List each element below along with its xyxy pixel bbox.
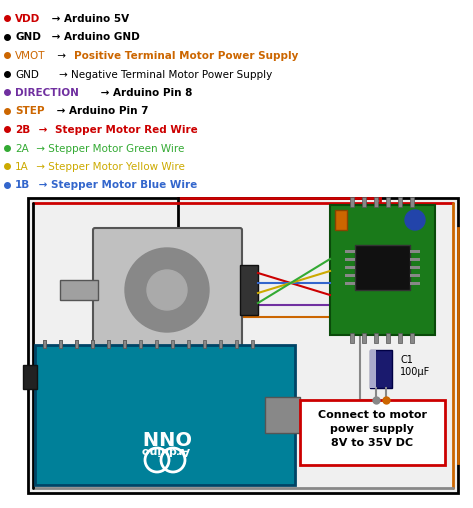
FancyBboxPatch shape <box>300 400 445 465</box>
Bar <box>35 345 295 485</box>
Bar <box>43 340 46 348</box>
FancyBboxPatch shape <box>93 228 242 352</box>
Bar <box>219 340 222 348</box>
Circle shape <box>147 270 187 310</box>
Text: ONN: ONN <box>140 426 190 444</box>
Bar <box>59 340 62 348</box>
Bar <box>91 340 94 348</box>
Bar <box>398 333 402 343</box>
Bar <box>370 350 392 388</box>
Bar <box>386 197 390 207</box>
Text: → Stepper Motor Green Wire: → Stepper Motor Green Wire <box>33 143 184 153</box>
Bar <box>23 365 37 389</box>
Text: DIRECTION: DIRECTION <box>15 88 79 98</box>
Text: →: → <box>54 51 70 61</box>
Bar <box>43 340 46 348</box>
Text: Arduino: Arduino <box>140 445 190 455</box>
Bar <box>398 197 402 207</box>
Text: → Arduino Pin 8: → Arduino Pin 8 <box>97 88 193 98</box>
Text: 2B: 2B <box>15 125 30 135</box>
Bar <box>350 333 354 343</box>
Text: GND: GND <box>15 70 39 79</box>
Text: 1B: 1B <box>15 180 30 190</box>
Text: 1A: 1A <box>15 162 29 172</box>
Bar <box>91 340 94 348</box>
Text: → Negative Terminal Motor Power Supply: → Negative Terminal Motor Power Supply <box>46 70 272 79</box>
Text: Positive Terminal Motor Power Supply: Positive Terminal Motor Power Supply <box>74 51 298 61</box>
Bar <box>251 340 254 348</box>
Bar <box>350 197 354 207</box>
Bar <box>362 333 366 343</box>
Bar <box>107 340 110 348</box>
Bar <box>155 340 158 348</box>
Bar <box>59 340 62 348</box>
Text: VDD: VDD <box>15 14 40 24</box>
Bar <box>345 282 355 285</box>
Bar <box>410 274 420 277</box>
Bar <box>345 258 355 261</box>
Bar <box>28 198 458 493</box>
Text: GND: GND <box>15 33 41 43</box>
Text: → Arduino GND: → Arduino GND <box>48 33 140 43</box>
Bar <box>370 350 376 388</box>
Bar <box>139 340 142 348</box>
Bar <box>123 340 126 348</box>
Bar <box>362 197 366 207</box>
Bar <box>410 282 420 285</box>
Text: → Arduino Pin 7: → Arduino Pin 7 <box>53 107 149 116</box>
Text: → Stepper Motor Blue Wire: → Stepper Motor Blue Wire <box>35 180 197 190</box>
Bar <box>265 397 300 433</box>
Text: →: → <box>35 125 51 135</box>
Text: Connect to motor
power supply
8V to 35V DC: Connect to motor power supply 8V to 35V … <box>317 410 427 448</box>
Bar <box>345 250 355 253</box>
Bar <box>60 280 98 300</box>
Bar <box>203 340 206 348</box>
Bar <box>335 210 347 230</box>
Bar <box>240 265 258 315</box>
Text: → Stepper Motor Yellow Wire: → Stepper Motor Yellow Wire <box>33 162 184 172</box>
Text: → Arduino 5V: → Arduino 5V <box>48 14 129 24</box>
Circle shape <box>125 248 209 332</box>
Bar <box>410 250 420 253</box>
Bar <box>410 266 420 269</box>
Bar <box>410 197 414 207</box>
Text: C1
100μF: C1 100μF <box>400 355 430 376</box>
Text: 2A: 2A <box>15 143 29 153</box>
Bar <box>187 340 190 348</box>
Bar <box>123 340 126 348</box>
Bar <box>330 205 435 335</box>
Circle shape <box>405 210 425 230</box>
Bar <box>235 340 238 348</box>
Bar <box>171 340 174 348</box>
Text: VMOT: VMOT <box>15 51 45 61</box>
Bar <box>355 245 410 290</box>
Bar <box>374 333 378 343</box>
Bar <box>410 258 420 261</box>
Bar <box>345 274 355 277</box>
Bar <box>75 340 78 348</box>
Bar <box>75 340 78 348</box>
Bar <box>107 340 110 348</box>
Bar <box>345 266 355 269</box>
Text: Stepper Motor Red Wire: Stepper Motor Red Wire <box>55 125 198 135</box>
Bar <box>374 197 378 207</box>
Bar <box>410 333 414 343</box>
Bar <box>386 333 390 343</box>
Text: STEP: STEP <box>15 107 44 116</box>
